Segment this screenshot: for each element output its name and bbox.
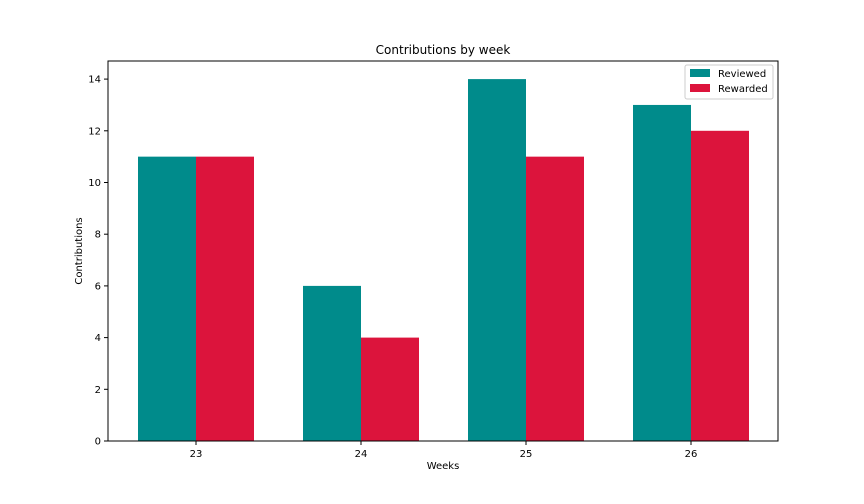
y-tick-label: 2	[95, 385, 101, 396]
plot-frame	[107, 60, 779, 442]
y-tick-label: 4	[95, 333, 101, 344]
bar-rewarded-week-25	[526, 156, 584, 442]
bar-reviewed-week-25	[468, 79, 526, 441]
bar-rewarded-week-23	[196, 156, 254, 442]
y-tick-label: 14	[88, 75, 101, 86]
y-axis-label: Contributions	[74, 217, 85, 284]
legend-swatch-rewarded	[690, 84, 710, 92]
bar-reviewed-week-26	[633, 104, 691, 441]
bars-layer	[138, 79, 749, 442]
bar-rewarded-week-26	[691, 130, 749, 442]
y-tick-label: 12	[88, 126, 101, 137]
x-tick-label: 26	[685, 449, 698, 460]
bar-reviewed-week-23	[138, 156, 196, 442]
x-axis-ticks: 23 24 25 26	[190, 441, 698, 460]
bar-rewarded-week-24	[361, 337, 419, 441]
legend: Reviewed Rewarded	[684, 64, 774, 100]
y-tick-label: 10	[88, 178, 101, 189]
x-tick-label: 25	[520, 449, 533, 460]
bar-reviewed-week-24	[303, 285, 361, 441]
x-axis-label: Weeks	[427, 461, 460, 472]
y-axis-ticks: 0 2 4 6 8 10 12 14	[88, 75, 108, 448]
x-tick-label: 23	[190, 449, 203, 460]
legend-label-reviewed: Reviewed	[718, 69, 766, 80]
y-tick-label: 8	[95, 230, 101, 241]
y-tick-label: 0	[95, 437, 101, 448]
x-tick-label: 24	[355, 449, 368, 460]
legend-label-rewarded: Rewarded	[718, 84, 768, 95]
y-tick-label: 6	[95, 281, 101, 292]
chart-title: Contributions by week	[376, 43, 511, 57]
legend-swatch-reviewed	[690, 69, 710, 77]
